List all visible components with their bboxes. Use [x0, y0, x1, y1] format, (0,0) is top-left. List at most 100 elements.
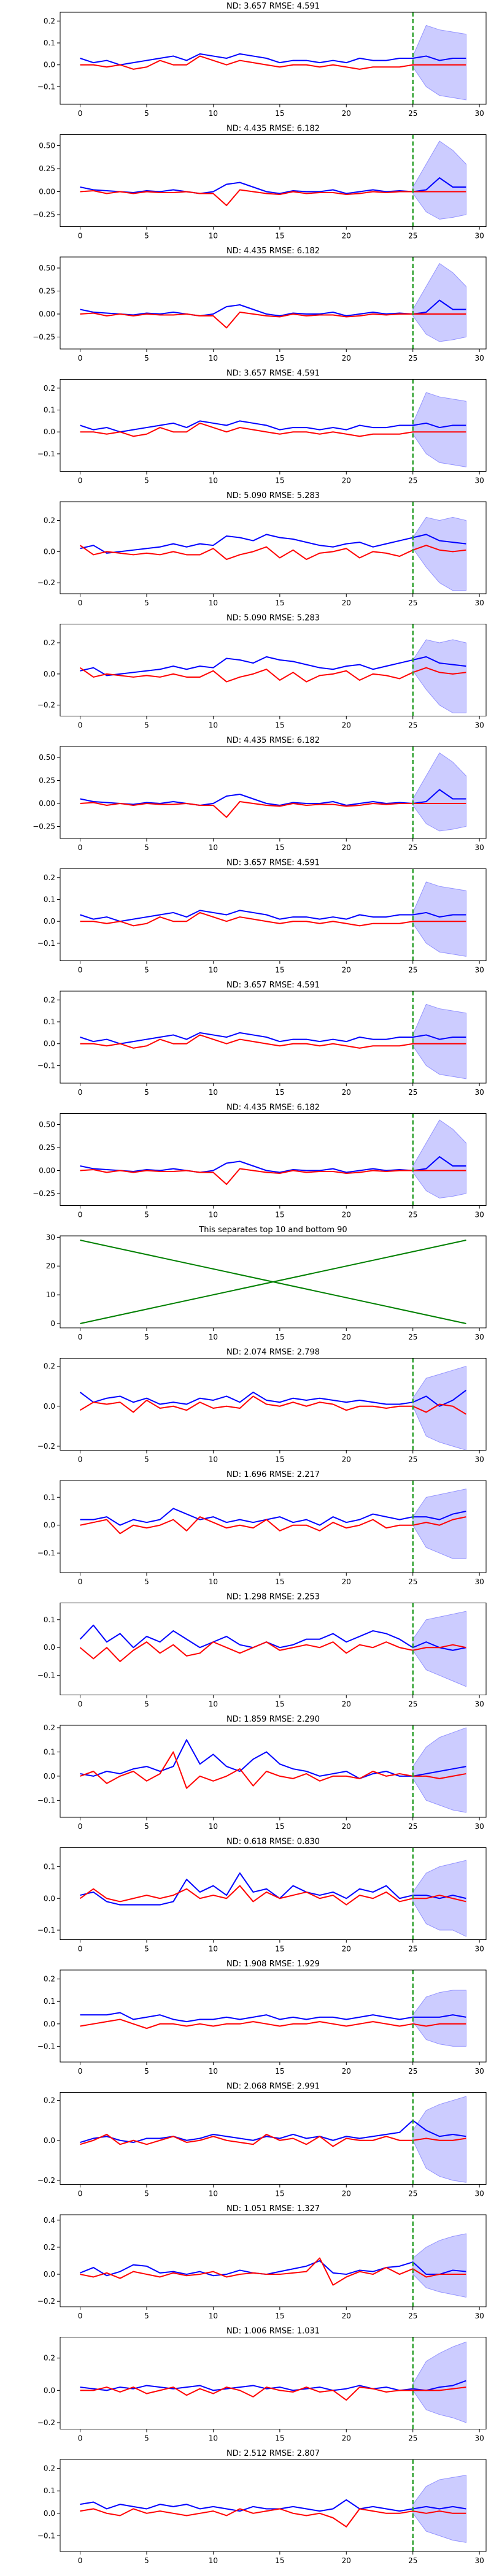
x-tick-label: 30	[475, 1333, 484, 1341]
series-line-predicted	[80, 2386, 466, 2401]
plot-frame	[60, 1480, 487, 1573]
x-tick-label: 25	[408, 354, 417, 362]
x-tick-label: 15	[275, 843, 284, 852]
x-tick-label: 25	[408, 1333, 417, 1341]
uncertainty-band	[412, 2096, 466, 2183]
chart-title: ND: 1.298 RMSE: 2.253	[226, 1593, 320, 1602]
x-tick-label: 20	[342, 1211, 351, 1219]
y-tick-label: 0.4	[44, 2216, 55, 2225]
series-line-actual	[80, 1032, 466, 1045]
x-tick-label: 0	[78, 1333, 83, 1341]
uncertainty-band	[412, 1611, 466, 1687]
y-tick-label: 10	[46, 1290, 55, 1299]
plot-frame	[60, 746, 487, 839]
x-tick-label: 20	[342, 2067, 351, 2076]
y-tick-label: 0	[50, 1319, 55, 1328]
y-tick-label: −0.2	[37, 2418, 55, 2427]
x-tick-label: 15	[275, 2312, 284, 2320]
x-tick-label: 10	[209, 2556, 218, 2565]
x-tick-label: 20	[342, 721, 351, 730]
x-tick-label: 0	[78, 966, 83, 975]
x-tick-label: 30	[475, 1088, 484, 1097]
x-tick-label: 0	[78, 1455, 83, 1464]
y-tick-label: 0.0	[44, 1772, 55, 1781]
x-tick-label: 10	[209, 966, 218, 975]
x-tick-label: 30	[475, 109, 484, 118]
x-tick-label: 20	[342, 1700, 351, 1709]
x-tick-label: 0	[78, 2067, 83, 2076]
y-tick-label: 0.1	[44, 1493, 55, 1501]
x-tick-label: 25	[408, 477, 417, 485]
series-line-actual	[80, 1739, 466, 1779]
plot-frame	[60, 2459, 487, 2552]
series-line-predicted	[80, 1168, 466, 1185]
chart-panel: ND: 2.074 RMSE: 2.798 0 5 10 15 20 25 30 −0.2 0.0…	[37, 1348, 487, 1464]
plot-frame	[60, 2214, 487, 2307]
uncertainty-band	[412, 392, 466, 467]
x-tick-label: 5	[144, 477, 149, 485]
y-tick-label: −0.2	[37, 1442, 55, 1451]
y-tick-label: 0.50	[39, 753, 55, 762]
x-tick-label: 20	[342, 1333, 351, 1341]
x-tick-label: 10	[209, 1088, 218, 1097]
x-tick-label: 30	[475, 966, 484, 975]
chart-title: ND: 4.435 RMSE: 6.182	[226, 1103, 320, 1113]
y-tick-label: 0.0	[44, 2136, 55, 2145]
x-tick-label: 5	[144, 2434, 149, 2443]
x-tick-label: 5	[144, 354, 149, 362]
y-tick-label: −0.25	[33, 333, 55, 342]
y-tick-label: −0.1	[37, 1671, 55, 1680]
series-line-predicted	[80, 2133, 466, 2147]
uncertainty-band	[412, 263, 466, 342]
series-line-actual	[80, 2499, 466, 2512]
x-tick-label: 25	[408, 1577, 417, 1586]
plot-frame	[60, 1969, 487, 2063]
y-tick-label: 0.2	[44, 17, 55, 25]
plot-frame	[60, 134, 487, 227]
x-tick-label: 15	[275, 1088, 284, 1097]
x-tick-label: 30	[475, 843, 484, 852]
x-tick-label: 20	[342, 966, 351, 975]
x-tick-label: 15	[275, 2067, 284, 2076]
x-tick-label: 5	[144, 1945, 149, 1953]
y-tick-label: 0.00	[39, 188, 55, 196]
chart-panel: ND: 4.435 RMSE: 6.182 0 5 10 15 20 25 30 −0.25 0.…	[33, 736, 487, 852]
chart-panel: ND: 1.006 RMSE: 1.031 0 5 10 15 20 25 30 −0.2 0.0…	[37, 2327, 487, 2443]
y-tick-label: −0.25	[33, 822, 55, 831]
chart-panel: ND: 5.090 RMSE: 5.283 0 5 10 15 20 25 30 −0.2 0.0…	[37, 614, 487, 730]
chart-title: ND: 2.074 RMSE: 2.798	[226, 1348, 320, 1357]
chart-panel: ND: 5.090 RMSE: 5.283 0 5 10 15 20 25 30 −0.2 0.0…	[37, 491, 487, 607]
series-line-predicted	[80, 1516, 466, 1535]
x-tick-label: 25	[408, 1455, 417, 1464]
x-tick-label: 10	[209, 2312, 218, 2320]
y-tick-label: 0.1	[44, 39, 55, 47]
x-tick-label: 25	[408, 1088, 417, 1097]
x-tick-label: 5	[144, 721, 149, 730]
plot-frame	[60, 1725, 487, 1818]
y-tick-label: 0.2	[44, 2243, 55, 2252]
y-tick-label: 0.2	[44, 995, 55, 1004]
y-tick-label: −0.1	[37, 450, 55, 458]
x-tick-label: 30	[475, 2067, 484, 2076]
y-tick-label: 0.00	[39, 1167, 55, 1175]
x-tick-label: 5	[144, 1577, 149, 1586]
chart-title: ND: 2.068 RMSE: 2.991	[226, 2082, 320, 2091]
x-tick-label: 0	[78, 1822, 83, 1831]
y-tick-label: 30	[46, 1233, 55, 1241]
x-tick-label: 15	[275, 1333, 284, 1341]
chart-panel: ND: 0.618 RMSE: 0.830 0 5 10 15 20 25 30 −0.1 0.0…	[37, 1838, 487, 1953]
series-line-predicted	[80, 312, 466, 329]
y-tick-label: 0.1	[44, 1018, 55, 1026]
x-tick-label: 0	[78, 1945, 83, 1953]
uncertainty-band	[412, 1990, 466, 2047]
x-tick-label: 15	[275, 966, 284, 975]
x-tick-label: 25	[408, 2434, 417, 2443]
x-tick-label: 20	[342, 843, 351, 852]
chart-panel: ND: 1.908 RMSE: 1.929 0 5 10 15 20 25 30 −0.1 0.0…	[37, 1960, 487, 2076]
x-tick-label: 30	[475, 1211, 484, 1219]
y-tick-label: 20	[46, 1262, 55, 1270]
x-tick-label: 25	[408, 599, 417, 607]
x-tick-label: 30	[475, 2556, 484, 2565]
y-tick-label: 0.0	[44, 1643, 55, 1652]
uncertainty-band	[412, 2233, 466, 2298]
